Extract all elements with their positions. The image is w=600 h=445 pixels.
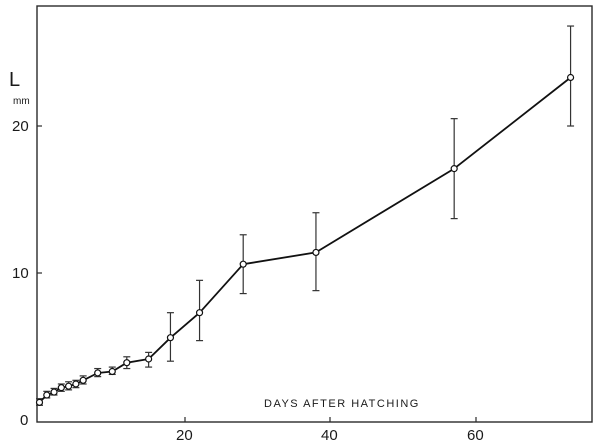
data-point-marker [450,165,458,173]
data-point-marker [195,309,204,317]
data-point-marker [312,248,320,257]
x-tick-label-40: 40 [321,427,338,444]
data-point-marker [145,355,153,363]
y-tick-label-10: 10 [12,265,29,282]
data-point-marker [57,384,65,392]
data-markers [35,73,575,406]
data-point-marker [79,376,87,384]
x-tick-label-20: 20 [176,427,193,444]
data-point-marker [108,367,116,376]
y-axis-unit-label: mm [13,96,30,107]
data-point-marker [50,388,58,396]
data-point-marker [64,382,73,390]
data-point-marker [43,391,51,399]
data-point-marker [166,334,175,342]
y-tick-label-0: 0 [20,412,28,429]
y-axis-label: L [9,69,20,91]
data-point-marker [239,260,247,268]
x-axis-label: DAYS AFTER HATCHING [264,398,420,410]
data-point-marker [123,359,131,367]
data-point-marker [94,369,102,377]
x-tick-label-60: 60 [467,427,484,444]
length-series-line [38,76,572,404]
data-point-marker [72,380,80,388]
data-point-marker [566,73,575,82]
data-point-marker [35,398,44,406]
error-bars [36,25,575,406]
plot-frame [36,5,593,423]
y-tick-label-20: 20 [12,118,29,135]
